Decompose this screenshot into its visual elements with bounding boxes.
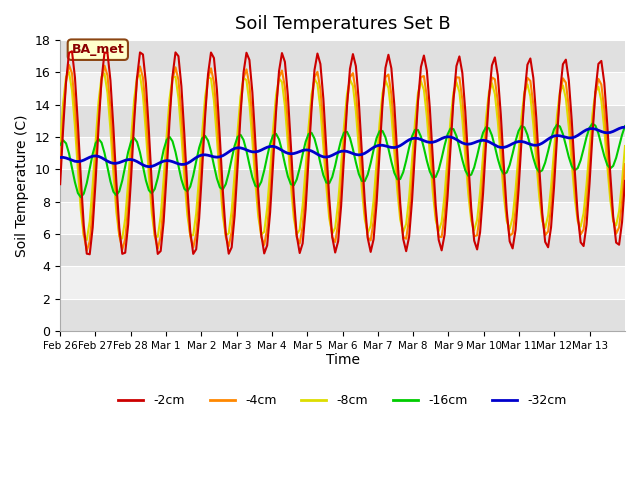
Bar	[60, 137, 625, 169]
Y-axis label: Soil Temperature (C): Soil Temperature (C)	[15, 114, 29, 257]
Legend: -2cm, -4cm, -8cm, -16cm, -32cm: -2cm, -4cm, -8cm, -16cm, -32cm	[113, 389, 572, 412]
Bar	[60, 266, 625, 299]
Bar	[60, 40, 625, 72]
Bar	[60, 234, 625, 266]
Bar	[60, 105, 625, 137]
X-axis label: Time: Time	[326, 353, 360, 367]
Bar	[60, 202, 625, 234]
Bar	[60, 72, 625, 105]
Bar	[60, 169, 625, 202]
Title: Soil Temperatures Set B: Soil Temperatures Set B	[235, 15, 451, 33]
Bar	[60, 299, 625, 331]
Text: BA_met: BA_met	[72, 43, 124, 56]
